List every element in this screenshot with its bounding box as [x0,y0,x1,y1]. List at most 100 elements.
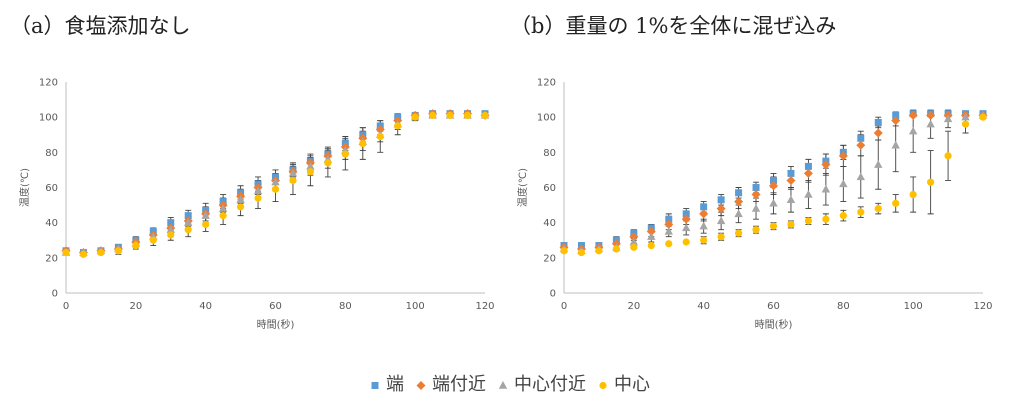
data-point [577,248,586,257]
y-tick-label: 0 [52,289,58,300]
series-diamond [559,110,988,254]
legend-symbol [371,382,379,389]
data-point [874,160,883,168]
y-tick-label: 60 [543,183,556,194]
data-point [664,219,674,229]
data-point [700,236,708,244]
y-axis-label: 温度(℃) [18,168,31,207]
data-point [716,216,726,225]
data-point [699,221,708,230]
legend-marker-diamond [416,381,426,390]
x-tick-label: 120 [475,301,494,312]
data-point [665,215,673,223]
x-tick-label: 20 [129,301,142,312]
legend-item: 端 [368,370,404,396]
chart-title-b: （b）重量の 1%を全体に混ぜ込み [510,14,837,38]
data-point [629,232,639,242]
data-point [752,226,760,234]
data-point [253,186,263,195]
data-point [717,233,725,241]
data-point [787,169,795,177]
data-point [822,215,830,223]
data-point [376,132,384,141]
data-point [979,113,987,121]
data-point [394,122,402,130]
x-tick-label: 80 [339,301,352,312]
data-point [786,175,796,185]
series-circle [560,113,987,257]
data-point [149,236,157,244]
y-tick-label: 20 [543,253,556,264]
data-point [891,116,901,126]
legend-item: 端付近 [414,370,486,396]
data-point [664,226,673,235]
data-point [184,218,193,226]
data-point [184,226,192,234]
data-point [926,119,935,128]
data-point [595,247,603,255]
data-point [735,189,743,197]
data-point [288,168,298,177]
data-point [201,211,210,219]
data-point [166,225,175,233]
error-bars-square [613,111,899,245]
data-point [699,209,709,219]
data-point [769,222,778,230]
data-point [681,214,691,224]
legend-marker-triangle [498,381,508,389]
data-point [944,152,952,160]
y-tick-label: 80 [543,148,556,159]
data-point [803,168,813,178]
x-tick-label: 20 [627,301,640,312]
data-point [804,162,812,170]
data-point [167,219,175,227]
x-axis-label: 時間(秒) [755,318,793,331]
data-point [926,110,936,120]
y-tick-label: 0 [550,289,556,300]
y-tick-label: 100 [39,113,58,124]
data-point [804,190,813,198]
data-point [769,181,778,191]
x-tick-label: 80 [837,301,850,312]
legend-symbol [599,381,607,390]
y-tick-label: 20 [45,253,58,264]
data-point [429,111,437,120]
data-point [306,161,315,170]
error-bars-circle [115,113,419,255]
data-point [560,247,568,255]
data-point [927,178,935,186]
data-point [856,172,865,181]
x-tick-label: 100 [904,301,923,312]
data-point [909,190,917,199]
data-point [734,209,743,218]
chart-title-a: （a）食塩添加なし [10,14,191,38]
legend-label: 端付近 [432,374,486,395]
data-point [751,190,761,200]
data-point [647,241,655,250]
legend-symbol [498,381,508,389]
data-point [646,226,656,236]
y-tick-label: 40 [45,218,58,229]
data-point [612,245,620,253]
y-tick-label: 60 [45,183,58,194]
legend-label: 中心 [614,374,650,395]
data-point [219,212,227,220]
data-point [804,217,813,225]
x-tick-label: 0 [561,301,567,312]
data-point [752,184,760,191]
data-point [341,150,349,158]
data-point [665,240,673,248]
data-point [717,196,725,204]
legend-label: 端 [386,374,404,395]
data-point [254,194,262,202]
data-point [202,220,210,229]
data-point [786,195,796,204]
y-axis-label: 温度(℃) [516,168,529,207]
legend-item: 中心付近 [496,370,586,396]
data-point [306,168,315,176]
data-point [908,110,918,120]
data-point [629,237,639,246]
data-point [236,203,245,211]
data-point [463,111,472,120]
x-tick-label: 100 [406,301,425,312]
